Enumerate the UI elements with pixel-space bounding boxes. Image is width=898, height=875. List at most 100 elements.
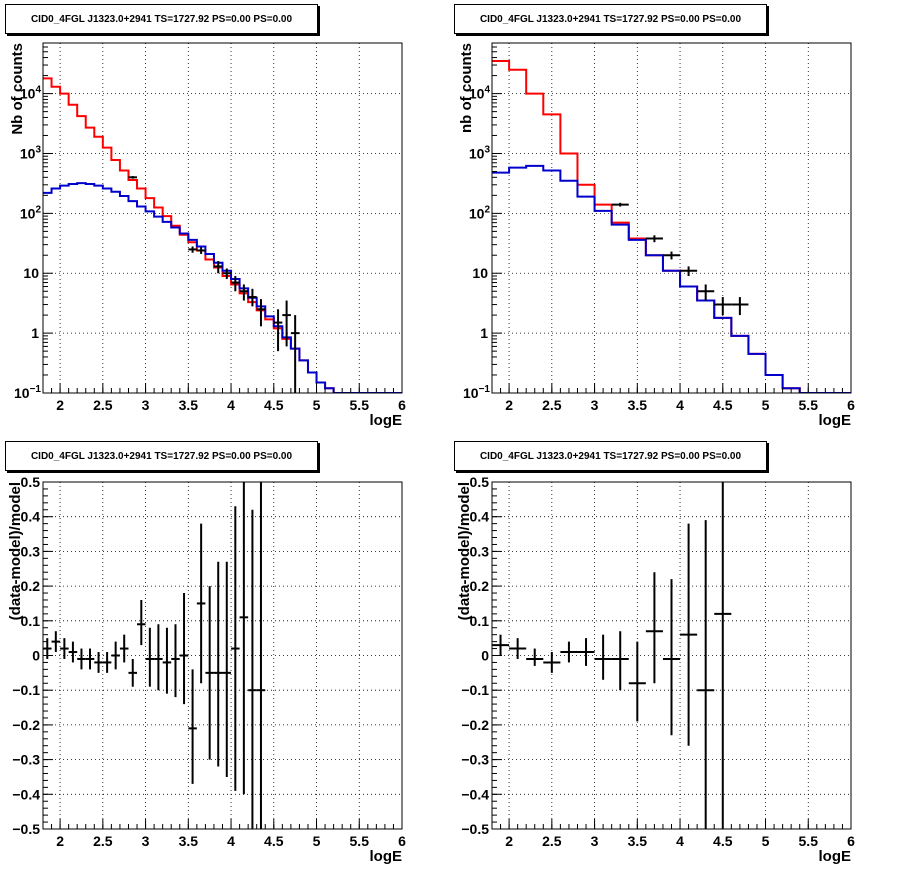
grid bbox=[43, 481, 403, 830]
x-tick-label: 6 bbox=[398, 833, 406, 849]
data-point bbox=[145, 627, 155, 687]
pad-title: CID0_4FGL J1323.0+2941 TS=1727.92 PS=0.0… bbox=[454, 4, 767, 34]
x-axis-title: logE bbox=[819, 848, 852, 865]
x-tick-label: 3 bbox=[142, 397, 150, 413]
data-point bbox=[60, 638, 69, 659]
pad-title-text: CID0_4FGL J1323.0+2941 TS=1727.92 PS=0.0… bbox=[479, 450, 742, 462]
x-axis: 2 2.5 3 3.5 4 4.5 5 5.5 6 bbox=[491, 819, 855, 849]
data-point bbox=[128, 176, 138, 179]
x-tick-label: 4 bbox=[227, 833, 235, 849]
x-tick-label: 5.5 bbox=[350, 397, 370, 413]
data-point bbox=[51, 631, 61, 653]
x-tick-label: 5.5 bbox=[350, 833, 370, 849]
data-point bbox=[188, 246, 197, 253]
data-point bbox=[248, 288, 257, 307]
x-tick-label: 4 bbox=[676, 833, 684, 849]
pad-title-text: CID0_4FGL J1323.0+2941 TS=1727.92 PS=0.0… bbox=[30, 450, 293, 462]
data-point bbox=[77, 648, 86, 670]
x-tick-label: 5 bbox=[313, 833, 321, 849]
y-tick-label: 103 bbox=[469, 144, 491, 161]
data-point bbox=[273, 309, 283, 352]
data-layer bbox=[43, 482, 266, 829]
data-point bbox=[171, 624, 180, 698]
x-tick-label: 6 bbox=[398, 397, 406, 413]
x-tick-label: 2 bbox=[56, 397, 64, 413]
y-tick-label: 103 bbox=[20, 144, 42, 161]
y-tick-label: 1 bbox=[31, 325, 39, 341]
pad-title-text: CID0_4FGL J1323.0+2941 TS=1727.92 PS=0.0… bbox=[479, 13, 742, 25]
chart-pad-counts-left: 2 2.5 3 3.5 4 4.5 5 5.5 6 logE 10−1 1 10 102 103 104 Nb … bbox=[0, 0, 449, 437]
x-tick-label: 6 bbox=[847, 833, 855, 849]
y-tick-label: 0.5 bbox=[470, 474, 490, 490]
x-tick-label: 2.5 bbox=[542, 833, 562, 849]
x-tick-label: 5 bbox=[762, 397, 770, 413]
series-step-line bbox=[43, 77, 402, 393]
x-tick-label: 5.5 bbox=[799, 833, 819, 849]
y-tick-label: 0 bbox=[481, 648, 489, 664]
y-tick-label: −0.2 bbox=[461, 717, 489, 733]
y-axis-title: (data-model)/model bbox=[456, 482, 473, 620]
x-tick-label: 3.5 bbox=[628, 833, 648, 849]
residual-chart-right: 2 2.5 3 3.5 4 4.5 5 5.5 6logE−0.5−0.4−0.3−0.2−0.… bbox=[456, 474, 855, 865]
y-tick-label: 0.4 bbox=[21, 509, 41, 525]
data-point bbox=[628, 641, 646, 722]
y-tick-label: 0 bbox=[32, 648, 40, 664]
x-axis: 2 2.5 3 3.5 4 4.5 5 5.5 6 bbox=[42, 383, 406, 413]
x-tick-label: 2.5 bbox=[93, 833, 113, 849]
plot-frame bbox=[42, 481, 403, 830]
data-point bbox=[85, 648, 95, 670]
data-point bbox=[680, 523, 698, 746]
data-point bbox=[543, 652, 561, 673]
x-axis: 2 2.5 3 3.5 4 4.5 5 5.5 6 bbox=[491, 383, 855, 413]
data-point bbox=[611, 631, 629, 691]
x-tick-label: 4.5 bbox=[713, 833, 733, 849]
x-tick-label: 5 bbox=[313, 397, 321, 413]
x-tick-label: 3 bbox=[591, 833, 599, 849]
x-tick-label: 5 bbox=[762, 833, 770, 849]
y-axis: −0.5 −0.4 −0.3 −0.2 −0.1 0 0.1 0.2 0.3 0.4 0.5 bbox=[461, 474, 502, 837]
y-tick-label: −0.5 bbox=[12, 821, 40, 837]
y-tick-label: 104 bbox=[469, 85, 491, 102]
data-point bbox=[102, 652, 112, 673]
data-point bbox=[560, 641, 578, 663]
y-axis-title: nb of counts bbox=[458, 43, 475, 133]
x-tick-label: 4 bbox=[227, 397, 235, 413]
data-point bbox=[119, 634, 129, 663]
data-point bbox=[239, 284, 249, 301]
data-point bbox=[594, 634, 612, 680]
data-point bbox=[509, 638, 527, 659]
x-tick-label: 4.5 bbox=[264, 397, 284, 413]
data-point bbox=[662, 579, 681, 736]
y-tick-label: 0.5 bbox=[21, 474, 41, 490]
x-tick-label: 2 bbox=[505, 397, 513, 413]
y-tick-label: −0.4 bbox=[12, 786, 40, 802]
x-axis-title: logE bbox=[370, 412, 403, 429]
data-point bbox=[290, 315, 300, 393]
x-tick-label: 4 bbox=[676, 397, 684, 413]
y-tick-label: −0.5 bbox=[461, 821, 489, 837]
data-point bbox=[526, 648, 544, 666]
data-point bbox=[680, 266, 698, 276]
x-axis: 2 2.5 3 3.5 4 4.5 5 5.5 6 bbox=[42, 819, 406, 849]
y-axis: −0.5 −0.4 −0.3 −0.2 −0.1 0 0.1 0.2 0.3 0.4 0.5 bbox=[12, 474, 53, 837]
data-point bbox=[231, 275, 240, 292]
x-tick-label: 5.5 bbox=[799, 397, 819, 413]
data-layer bbox=[492, 482, 732, 829]
data-point bbox=[128, 658, 138, 687]
y-tick-label: 102 bbox=[20, 204, 42, 221]
y-axis-title: (data-model)/model bbox=[7, 482, 24, 620]
data-point bbox=[188, 669, 197, 784]
y-tick-label: 0.2 bbox=[470, 578, 490, 594]
y-tick-label: −0.3 bbox=[461, 752, 489, 768]
y-tick-label: 10−1 bbox=[14, 384, 41, 401]
data-point bbox=[231, 506, 240, 791]
plot-frame bbox=[491, 42, 852, 394]
data-point bbox=[68, 641, 78, 663]
series-step-line bbox=[492, 164, 851, 393]
y-tick-label: 10 bbox=[23, 265, 39, 281]
y-tick-label: 0.3 bbox=[21, 543, 41, 559]
data-point bbox=[645, 572, 663, 684]
y-tick-label: 0.1 bbox=[470, 613, 490, 629]
grid bbox=[492, 43, 852, 394]
